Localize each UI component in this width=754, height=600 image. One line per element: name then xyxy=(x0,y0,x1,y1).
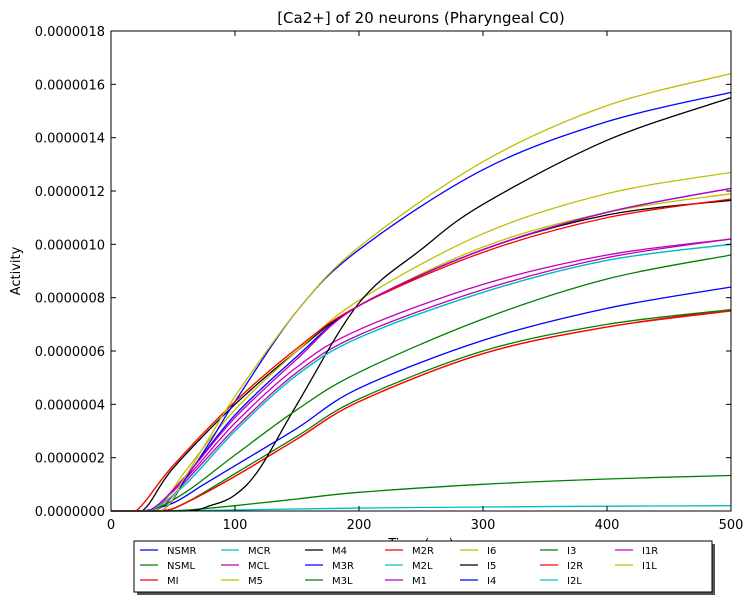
legend-label-m2l: M2L xyxy=(412,561,433,572)
legend-label-nsml: NSML xyxy=(167,561,195,572)
y-tick-label: 0.0000000 xyxy=(35,505,105,520)
legend-label-mcr: MCR xyxy=(248,546,271,557)
y-axis-label: Activity xyxy=(9,246,24,295)
series-line-i5 xyxy=(111,97,732,512)
legend-label-m3r: M3R xyxy=(332,561,354,572)
x-tick-label: 400 xyxy=(595,518,620,533)
legend-label-i4: I4 xyxy=(487,576,496,587)
series-line-m2r xyxy=(111,310,732,512)
x-tick-label: 200 xyxy=(347,518,372,533)
legend-label-m5: M5 xyxy=(248,576,263,587)
y-tick-label: 0.0000012 xyxy=(35,185,105,200)
y-tick-label: 0.0000004 xyxy=(35,398,105,413)
plot-frame xyxy=(110,30,732,512)
series-line-i1r xyxy=(111,187,732,512)
legend-label-i1r: I1R xyxy=(642,546,658,557)
legend-label-i5: I5 xyxy=(487,561,496,572)
legend-label-i2r: I2R xyxy=(567,561,583,572)
axis-ticks: 0 100 200 300 400 500 0.0000000 0.0000002 0.0000… xyxy=(35,25,744,533)
legend-label-i3: I3 xyxy=(567,546,576,557)
y-tick-label: 0.0000008 xyxy=(35,292,105,307)
y-tick-label: 0.0000010 xyxy=(35,238,105,253)
series-line-i2l xyxy=(111,243,732,512)
series-line-i1l xyxy=(111,73,732,512)
y-tick-label: 0.0000014 xyxy=(35,132,105,147)
series-line-i2r xyxy=(111,198,732,512)
series-line-i3 xyxy=(111,254,732,512)
y-tick-label: 0.0000018 xyxy=(35,25,105,40)
chart-title: [Ca2+] of 20 neurons (Pharyngeal C0) xyxy=(277,9,565,27)
series-line-nsmr xyxy=(111,286,732,512)
legend-entries: NSMR NSML MI MCR MCL M5 M4 M3R M3L M2R M2L M1 I6 I5 I4… xyxy=(140,546,658,587)
x-tick-label: 0 xyxy=(107,518,115,533)
series-lines xyxy=(111,73,732,512)
y-tick-label: 0.0000006 xyxy=(35,345,105,360)
legend: NSMR NSML MI MCR MCL M5 M4 M3R M3L M2R M2L M1 I6 I5 I4… xyxy=(133,540,715,595)
legend-label-i6: I6 xyxy=(487,546,496,557)
y-tick-label: 0.0000016 xyxy=(35,78,105,93)
legend-label-nsmr: NSMR xyxy=(167,546,196,557)
x-tick-label: 500 xyxy=(719,518,744,533)
x-tick-label: 300 xyxy=(471,518,496,533)
legend-label-m1: M1 xyxy=(412,576,427,587)
legend-label-m4: M4 xyxy=(332,546,347,557)
legend-label-m2r: M2R xyxy=(412,546,434,557)
legend-label-mcl: MCL xyxy=(248,561,270,572)
legend-label-i2l: I2L xyxy=(567,576,582,587)
legend-label-mi: MI xyxy=(167,576,179,587)
legend-label-i1l: I1L xyxy=(642,561,657,572)
y-tick-label: 0.0000002 xyxy=(35,452,105,467)
x-tick-label: 100 xyxy=(223,518,248,533)
series-line-m4 xyxy=(111,199,732,512)
legend-label-m3l: M3L xyxy=(332,576,353,587)
